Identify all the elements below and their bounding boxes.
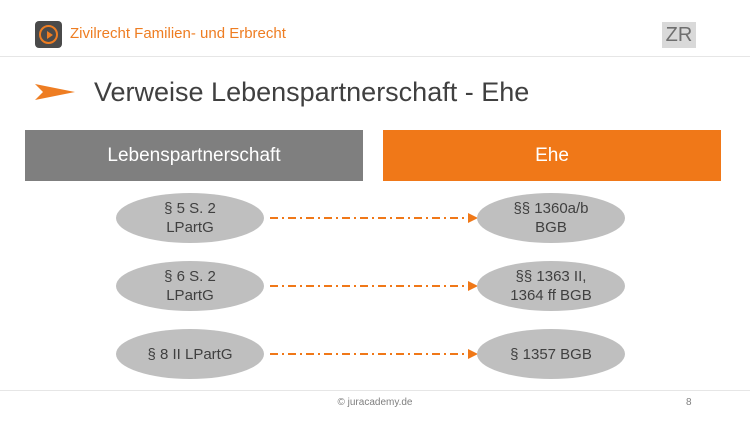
connector-arrowhead xyxy=(468,213,478,223)
subject-badge: ZR xyxy=(662,22,696,48)
copyright-notice: © juracademy.de xyxy=(337,397,413,408)
footer-divider xyxy=(0,390,750,391)
bgb-reference: §§ 1363 II, 1364 ff BGB xyxy=(477,261,625,311)
column-header-lebenspartnerschaft: Lebenspartnerschaft xyxy=(25,130,363,181)
page-number: 8 xyxy=(686,397,692,408)
course-title: Zivilrecht Familien- und Erbrecht xyxy=(70,25,286,42)
header-divider xyxy=(0,56,750,57)
bgb-reference: §§ 1360a/b BGB xyxy=(477,193,625,243)
play-icon xyxy=(35,21,62,48)
slide-header: Zivilrecht Familien- und Erbrecht ZR xyxy=(0,0,750,56)
arrow-right-icon xyxy=(35,84,75,100)
connector-arrowhead xyxy=(468,281,478,291)
lpartg-reference: § 5 S. 2 LPartG xyxy=(116,193,264,243)
lpartg-reference: § 6 S. 2 LPartG xyxy=(116,261,264,311)
connector-arrowhead xyxy=(468,349,478,359)
lpartg-reference: § 8 II LPartG xyxy=(116,329,264,379)
bgb-reference: § 1357 BGB xyxy=(477,329,625,379)
slide-title: Verweise Lebenspartnerschaft - Ehe xyxy=(94,77,530,107)
column-header-ehe: Ehe xyxy=(383,130,721,181)
